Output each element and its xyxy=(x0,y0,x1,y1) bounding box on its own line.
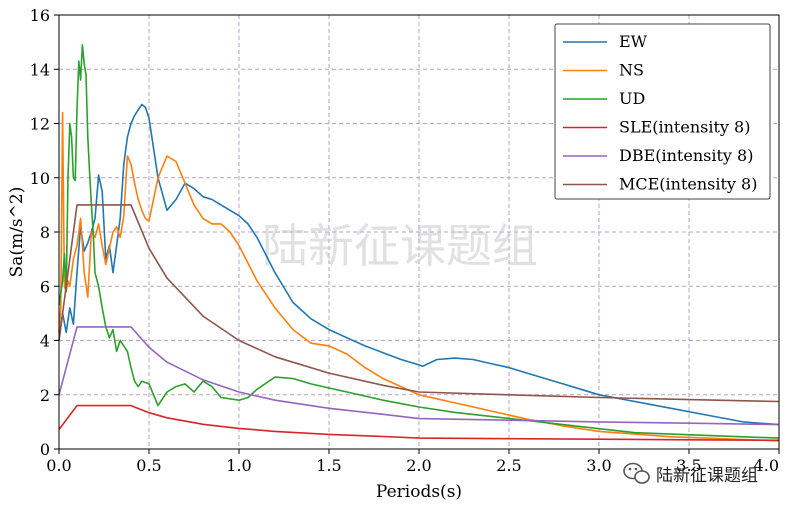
x-tick-label: 1.0 xyxy=(226,456,251,475)
x-tick-label: 0.5 xyxy=(136,456,161,475)
y-tick-label: 2 xyxy=(40,386,50,405)
legend-label: SLE(intensity 8) xyxy=(619,118,750,137)
y-tick-label: 4 xyxy=(40,332,50,351)
legend-label: EW xyxy=(619,32,648,51)
grid xyxy=(59,15,779,449)
y-axis-ticks: 0 2 4 6 8 10 12 14 16 xyxy=(30,6,59,459)
wechat-icon xyxy=(623,462,650,484)
watermark-text: 陆新征课题组 xyxy=(262,219,538,273)
x-tick-label: 0.0 xyxy=(46,456,71,475)
series-line-ud xyxy=(58,43,780,439)
x-axis-label: Periods(s) xyxy=(376,482,462,502)
x-axis-ticks: 0.0 0.5 1.0 1.5 2.0 2.5 3.0 3.5 4.0 xyxy=(46,449,780,475)
x-tick-label: 3.0 xyxy=(586,456,611,475)
legend-box xyxy=(554,23,771,200)
wechat-badge-text: 陆新征课题组 xyxy=(656,466,758,486)
series-line-ew xyxy=(58,103,780,426)
y-axis-label: Sa(m/s^2) xyxy=(7,187,27,278)
y-tick-label: 6 xyxy=(40,277,50,296)
x-tick-label: 1.5 xyxy=(316,456,341,475)
series-line-mce xyxy=(58,204,780,403)
y-tick-label: 0 xyxy=(40,440,50,459)
legend-label: DBE(intensity 8) xyxy=(619,146,753,165)
series-group xyxy=(58,43,780,442)
legend-label: NS xyxy=(619,61,644,80)
series-line-sle xyxy=(58,404,780,442)
x-tick-label: 2.0 xyxy=(406,456,431,475)
legend: EW NS UD SLE(intensity 8) DBE(intensity 8) MC… xyxy=(554,23,771,200)
y-tick-label: 8 xyxy=(40,223,50,242)
legend-label: UD xyxy=(619,89,645,108)
x-tick-label: 3.5 xyxy=(676,456,701,475)
y-tick-label: 14 xyxy=(30,60,50,79)
series-line-ns xyxy=(58,111,780,442)
x-tick-label: 4.0 xyxy=(754,456,779,475)
y-tick-label: 10 xyxy=(30,169,50,188)
y-tick-label: 16 xyxy=(30,6,50,25)
x-tick-label: 2.5 xyxy=(496,456,521,475)
series-line-dbe xyxy=(58,326,780,426)
wechat-badge: 陆新征课题组 xyxy=(623,462,758,486)
y-tick-label: 12 xyxy=(30,115,50,134)
legend-label: MCE(intensity 8) xyxy=(619,175,757,194)
